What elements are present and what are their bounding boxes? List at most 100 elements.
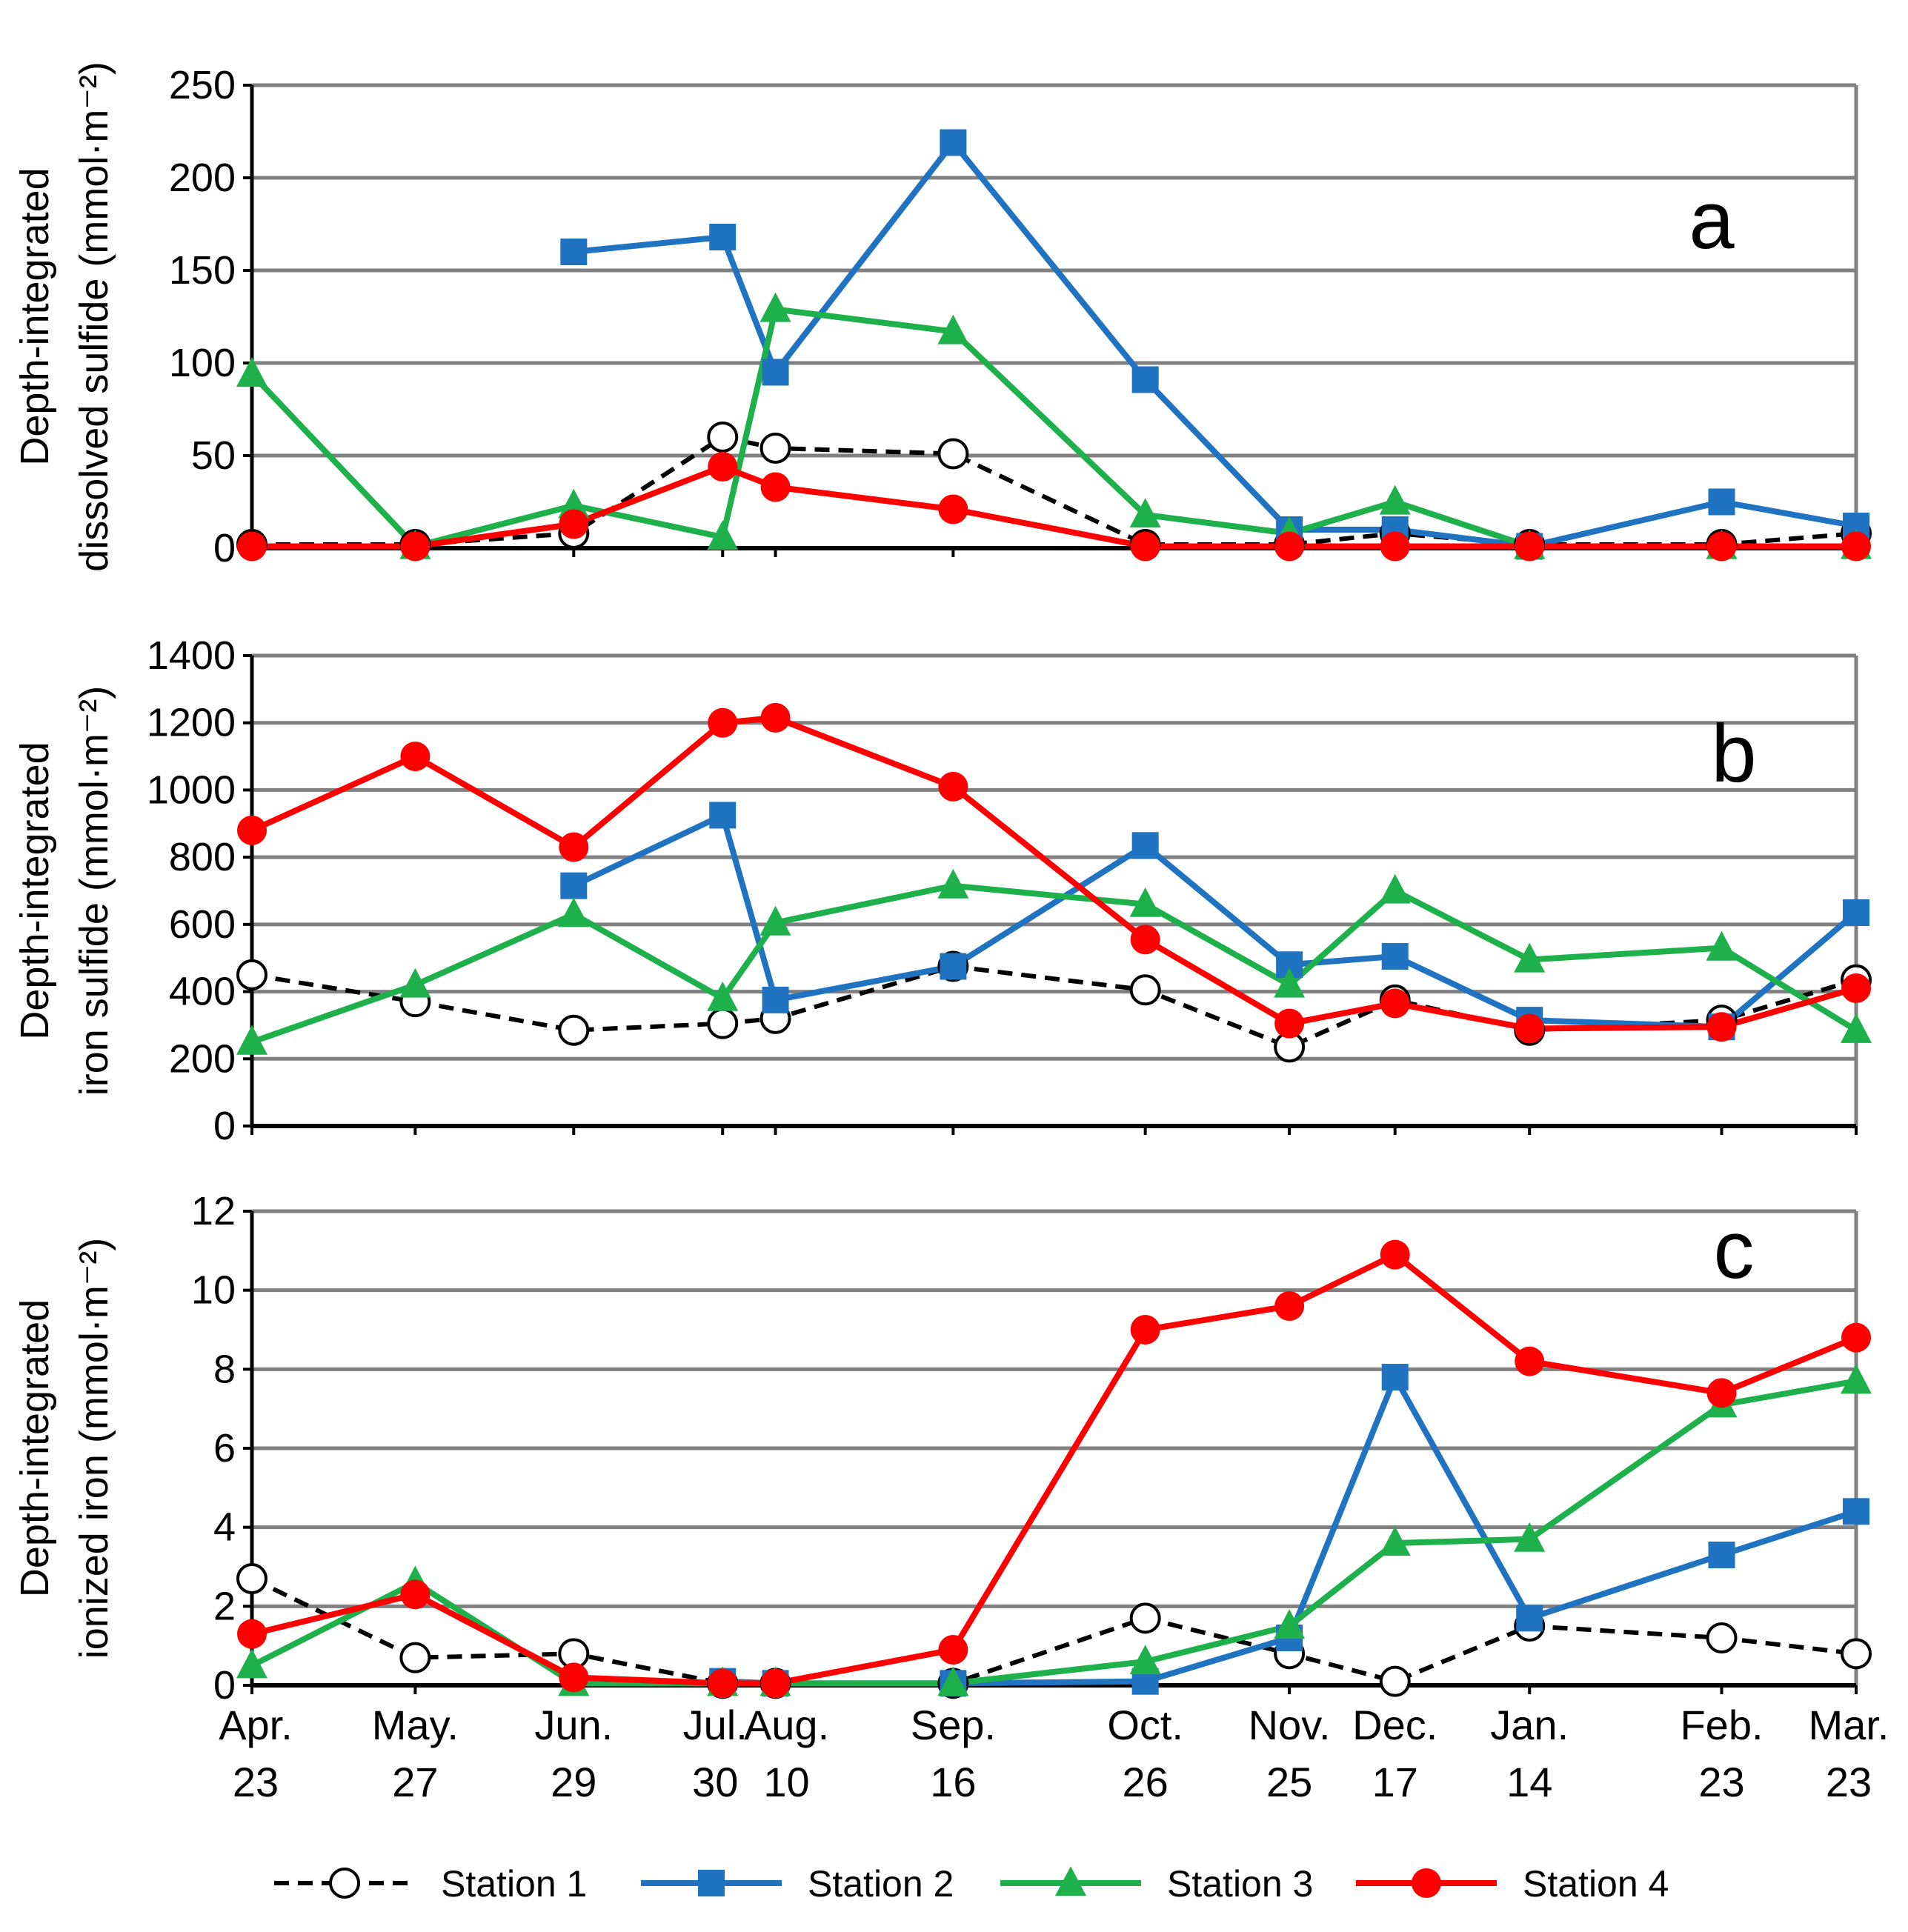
x-tick-label-day: 23: [233, 1759, 279, 1805]
data-point: [708, 707, 738, 738]
data-point: [1843, 899, 1869, 926]
y-axis-label-line2: ionized iron (mmol·m⁻²): [72, 1238, 116, 1659]
legend-label: Station 4: [1523, 1863, 1669, 1905]
data-point: [1514, 942, 1546, 973]
legend: Station 1 Station 2 Station 3 Station 4: [274, 1863, 1669, 1905]
data-point: [1379, 1665, 1411, 1697]
panel-label: a: [1689, 175, 1735, 266]
data-point: [1515, 531, 1545, 562]
data-point: [759, 292, 791, 322]
x-tick-label-month: Aug.: [744, 1702, 829, 1748]
data-point: [937, 868, 969, 899]
data-point: [1708, 1542, 1735, 1568]
data-point: [559, 509, 589, 539]
y-axis-label-line1: Depth-integrated: [13, 742, 57, 1039]
data-point: [1516, 1605, 1543, 1632]
data-point: [1841, 1013, 1872, 1043]
data-point: [938, 771, 968, 802]
data-point: [1379, 1526, 1411, 1556]
x-tick-label-day: 23: [1826, 1759, 1872, 1805]
data-point: [940, 129, 967, 156]
y-tick-label: 800: [169, 835, 236, 879]
y-tick-label: 150: [169, 248, 236, 293]
data-point: [707, 422, 739, 453]
legend-item-3: Station 3: [1000, 1863, 1313, 1905]
panel-b: 0 200 400 600 800 1000 1200 1400 Depth-integrate…: [13, 633, 1872, 1148]
y-tick-label: 0: [213, 1104, 236, 1148]
x-tick-label-month: Nov.: [1249, 1702, 1331, 1748]
x-tick-label-month: May.: [372, 1702, 459, 1748]
x-tick-label-day: 10: [763, 1759, 809, 1805]
y-tick-label: 1400: [147, 633, 236, 678]
series-station-4: [250, 714, 1858, 1032]
data-point: [560, 872, 588, 899]
y-tick-label: 200: [169, 1036, 236, 1081]
data-point: [1841, 1322, 1871, 1353]
data-point: [1129, 498, 1161, 528]
data-point: [1129, 974, 1161, 1006]
data-point: [759, 905, 791, 936]
data-point: [938, 494, 968, 524]
data-point: [559, 832, 589, 862]
data-point: [762, 986, 789, 1013]
panel-label: c: [1714, 1205, 1755, 1296]
y-tick-label: 2: [213, 1584, 236, 1628]
data-point: [1274, 1609, 1306, 1639]
y-tick-label: 100: [169, 341, 236, 385]
data-point: [1379, 873, 1411, 904]
x-tick-label-month: Apr.: [219, 1702, 293, 1748]
data-point: [708, 452, 738, 482]
data-point: [1274, 531, 1305, 562]
data-point: [1379, 484, 1411, 515]
y-axis-label-line1: Depth-integrated: [13, 1299, 57, 1597]
y-tick-label: 10: [191, 1268, 236, 1313]
series-line: [250, 1576, 1857, 1686]
data-point: [938, 1635, 968, 1665]
series-line: [252, 464, 1856, 550]
data-point: [1380, 531, 1410, 562]
data-point: [937, 1666, 969, 1696]
y-tick-label: 600: [169, 902, 236, 947]
x-tick-label-day: 30: [692, 1759, 738, 1805]
legend-marker: [329, 1868, 360, 1899]
series-station-1: [251, 964, 1857, 1050]
data-point: [400, 742, 431, 772]
data-point: [707, 1007, 739, 1039]
data-point: [708, 1668, 738, 1699]
y-tick-label: 12: [191, 1189, 236, 1233]
data-point: [558, 1014, 590, 1046]
data-point: [1131, 832, 1159, 859]
x-tick-label-day: 26: [1123, 1759, 1169, 1805]
data-point: [1514, 1522, 1546, 1552]
data-point: [558, 897, 590, 927]
markers-station-4: [237, 452, 1871, 562]
x-tick-label-month: Sep.: [911, 1702, 996, 1748]
data-point: [1131, 366, 1159, 393]
y-tick-label: 4: [213, 1505, 236, 1550]
markers-station-4: [237, 1239, 1871, 1699]
data-point: [759, 433, 791, 464]
series-station-2: [573, 139, 1857, 550]
x-tick-label-day: 17: [1372, 1759, 1418, 1805]
data-point: [1708, 488, 1735, 516]
y-tick-label: 1000: [147, 767, 236, 812]
y-tick-label: 6: [213, 1426, 236, 1470]
y-axis-label-line2: iron sulfide (mmol·m⁻²): [72, 686, 116, 1096]
series-line: [573, 139, 1857, 550]
legend-label: Station 3: [1167, 1863, 1313, 1905]
data-point: [237, 1619, 267, 1649]
x-tick-label-day: 25: [1266, 1759, 1312, 1805]
data-point: [1841, 1364, 1872, 1394]
markers-station-2: [709, 1364, 1869, 1697]
series-station-2: [572, 812, 1858, 1030]
markers-station-2: [560, 129, 1869, 560]
data-point: [1129, 887, 1161, 917]
x-tick-label-month: Mar.: [1809, 1702, 1889, 1748]
x-tick-label-day: 29: [551, 1759, 596, 1805]
data-point: [1841, 531, 1871, 562]
legend-marker: [1412, 1868, 1441, 1898]
data-point: [1706, 1378, 1737, 1408]
markers-station-2: [560, 802, 1869, 1041]
